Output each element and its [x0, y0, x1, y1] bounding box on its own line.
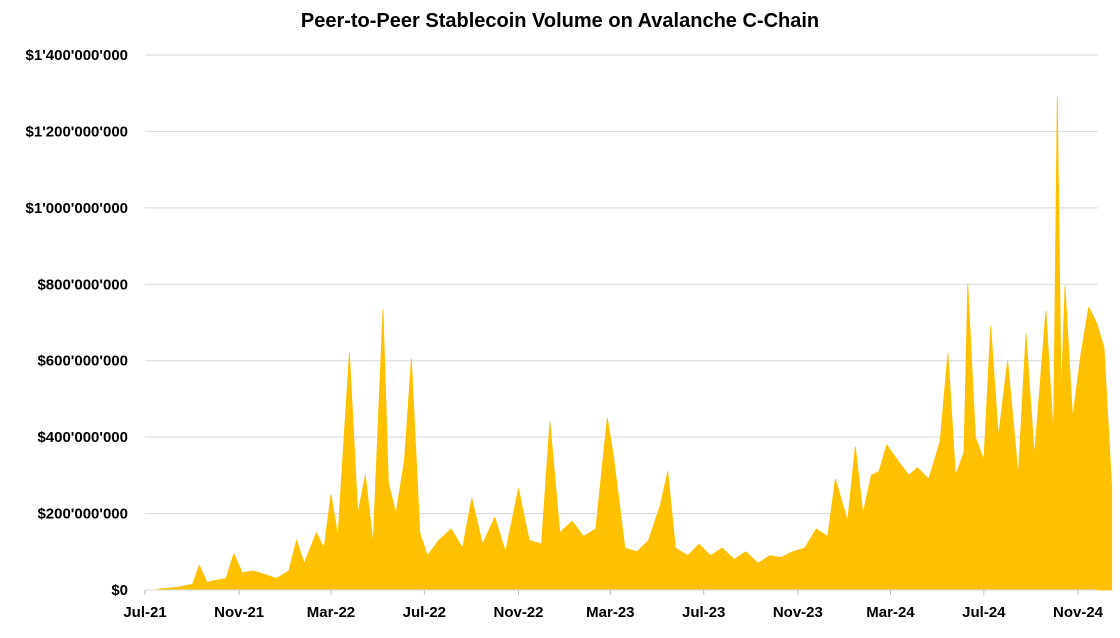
x-tick-label: Jul-24 — [962, 604, 1006, 621]
y-tick-label: $1'200'000'000 — [26, 123, 128, 140]
x-tick-label: Nov-24 — [1053, 604, 1104, 621]
axis-layer: $0 $200'000'000 $400'000'000 $600'000'000 $8… — [26, 47, 1104, 621]
x-tick-label: Nov-22 — [493, 604, 543, 621]
y-tick-label: $1'400'000'000 — [26, 47, 128, 64]
area-layer — [155, 96, 1113, 591]
y-tick-label: $600'000'000 — [37, 353, 128, 370]
x-tick-label: Mar-23 — [586, 604, 634, 621]
y-tick-label: $800'000'000 — [37, 276, 128, 293]
series-area — [155, 96, 1113, 591]
x-tick-label: Jul-21 — [123, 604, 166, 621]
x-tick-label: Mar-24 — [866, 604, 915, 621]
x-tick-label: Jul-22 — [403, 604, 446, 621]
y-tick-label: $400'000'000 — [37, 429, 128, 446]
x-tick-label: Jul-23 — [682, 604, 725, 621]
y-tick-label: $200'000'000 — [37, 506, 128, 523]
chart-title: Peer-to-Peer Stablecoin Volume on Avalan… — [300, 10, 820, 32]
x-tick-label: Nov-23 — [773, 604, 823, 621]
y-tick-label: $0 — [111, 582, 128, 599]
x-tick-label: Mar-22 — [307, 604, 355, 621]
grid-layer — [145, 54, 1098, 515]
x-tick-label: Nov-21 — [214, 604, 264, 621]
y-tick-label: $1'000'000'000 — [26, 200, 128, 217]
